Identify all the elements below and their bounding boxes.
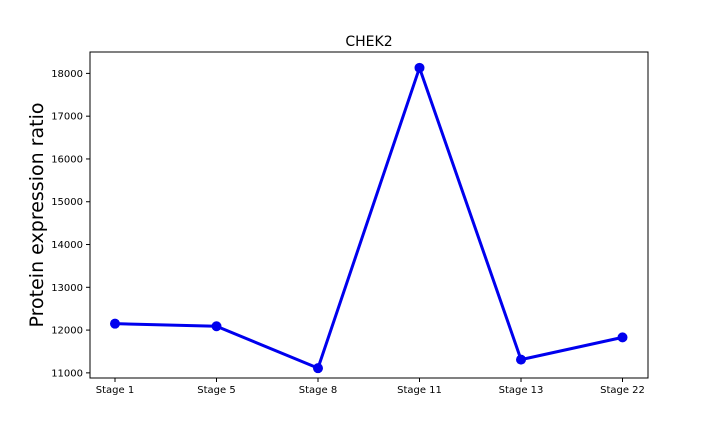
y-tick-label: 11000 (51, 368, 83, 379)
data-point (617, 332, 628, 343)
data-point (516, 354, 526, 365)
y-tick-label: 15000 (51, 197, 83, 208)
chart-title: CHEK2 (345, 34, 392, 50)
data-point (211, 321, 222, 332)
x-tick-label: Stage 8 (299, 385, 337, 396)
data-series (110, 62, 628, 374)
x-axis-ticks: Stage 1 Stage 5 Stage 8 Stage 11 Stage 13 Sta… (96, 378, 645, 396)
data-point (110, 318, 120, 329)
y-tick-label: 16000 (51, 154, 83, 165)
x-tick-label: Stage 5 (197, 385, 235, 396)
series-line (114, 66, 623, 370)
x-tick-label: Stage 1 (96, 385, 134, 396)
data-point (313, 363, 323, 374)
x-tick-label: Stage 11 (397, 385, 442, 396)
x-tick-label: Stage 13 (499, 385, 544, 396)
y-tick-label: 18000 (51, 69, 83, 80)
y-axis-label: Protein expression ratio (26, 103, 48, 328)
y-tick-label: 14000 (51, 240, 83, 251)
plot-area (89, 51, 649, 379)
y-axis-ticks: 11000 12000 13000 14000 15000 16000 17000 18000 (51, 69, 90, 379)
y-tick-label: 13000 (51, 283, 83, 294)
data-point (414, 62, 425, 73)
x-tick-label: Stage 22 (600, 385, 645, 396)
y-tick-label: 17000 (51, 112, 83, 123)
y-tick-label: 12000 (51, 326, 83, 337)
